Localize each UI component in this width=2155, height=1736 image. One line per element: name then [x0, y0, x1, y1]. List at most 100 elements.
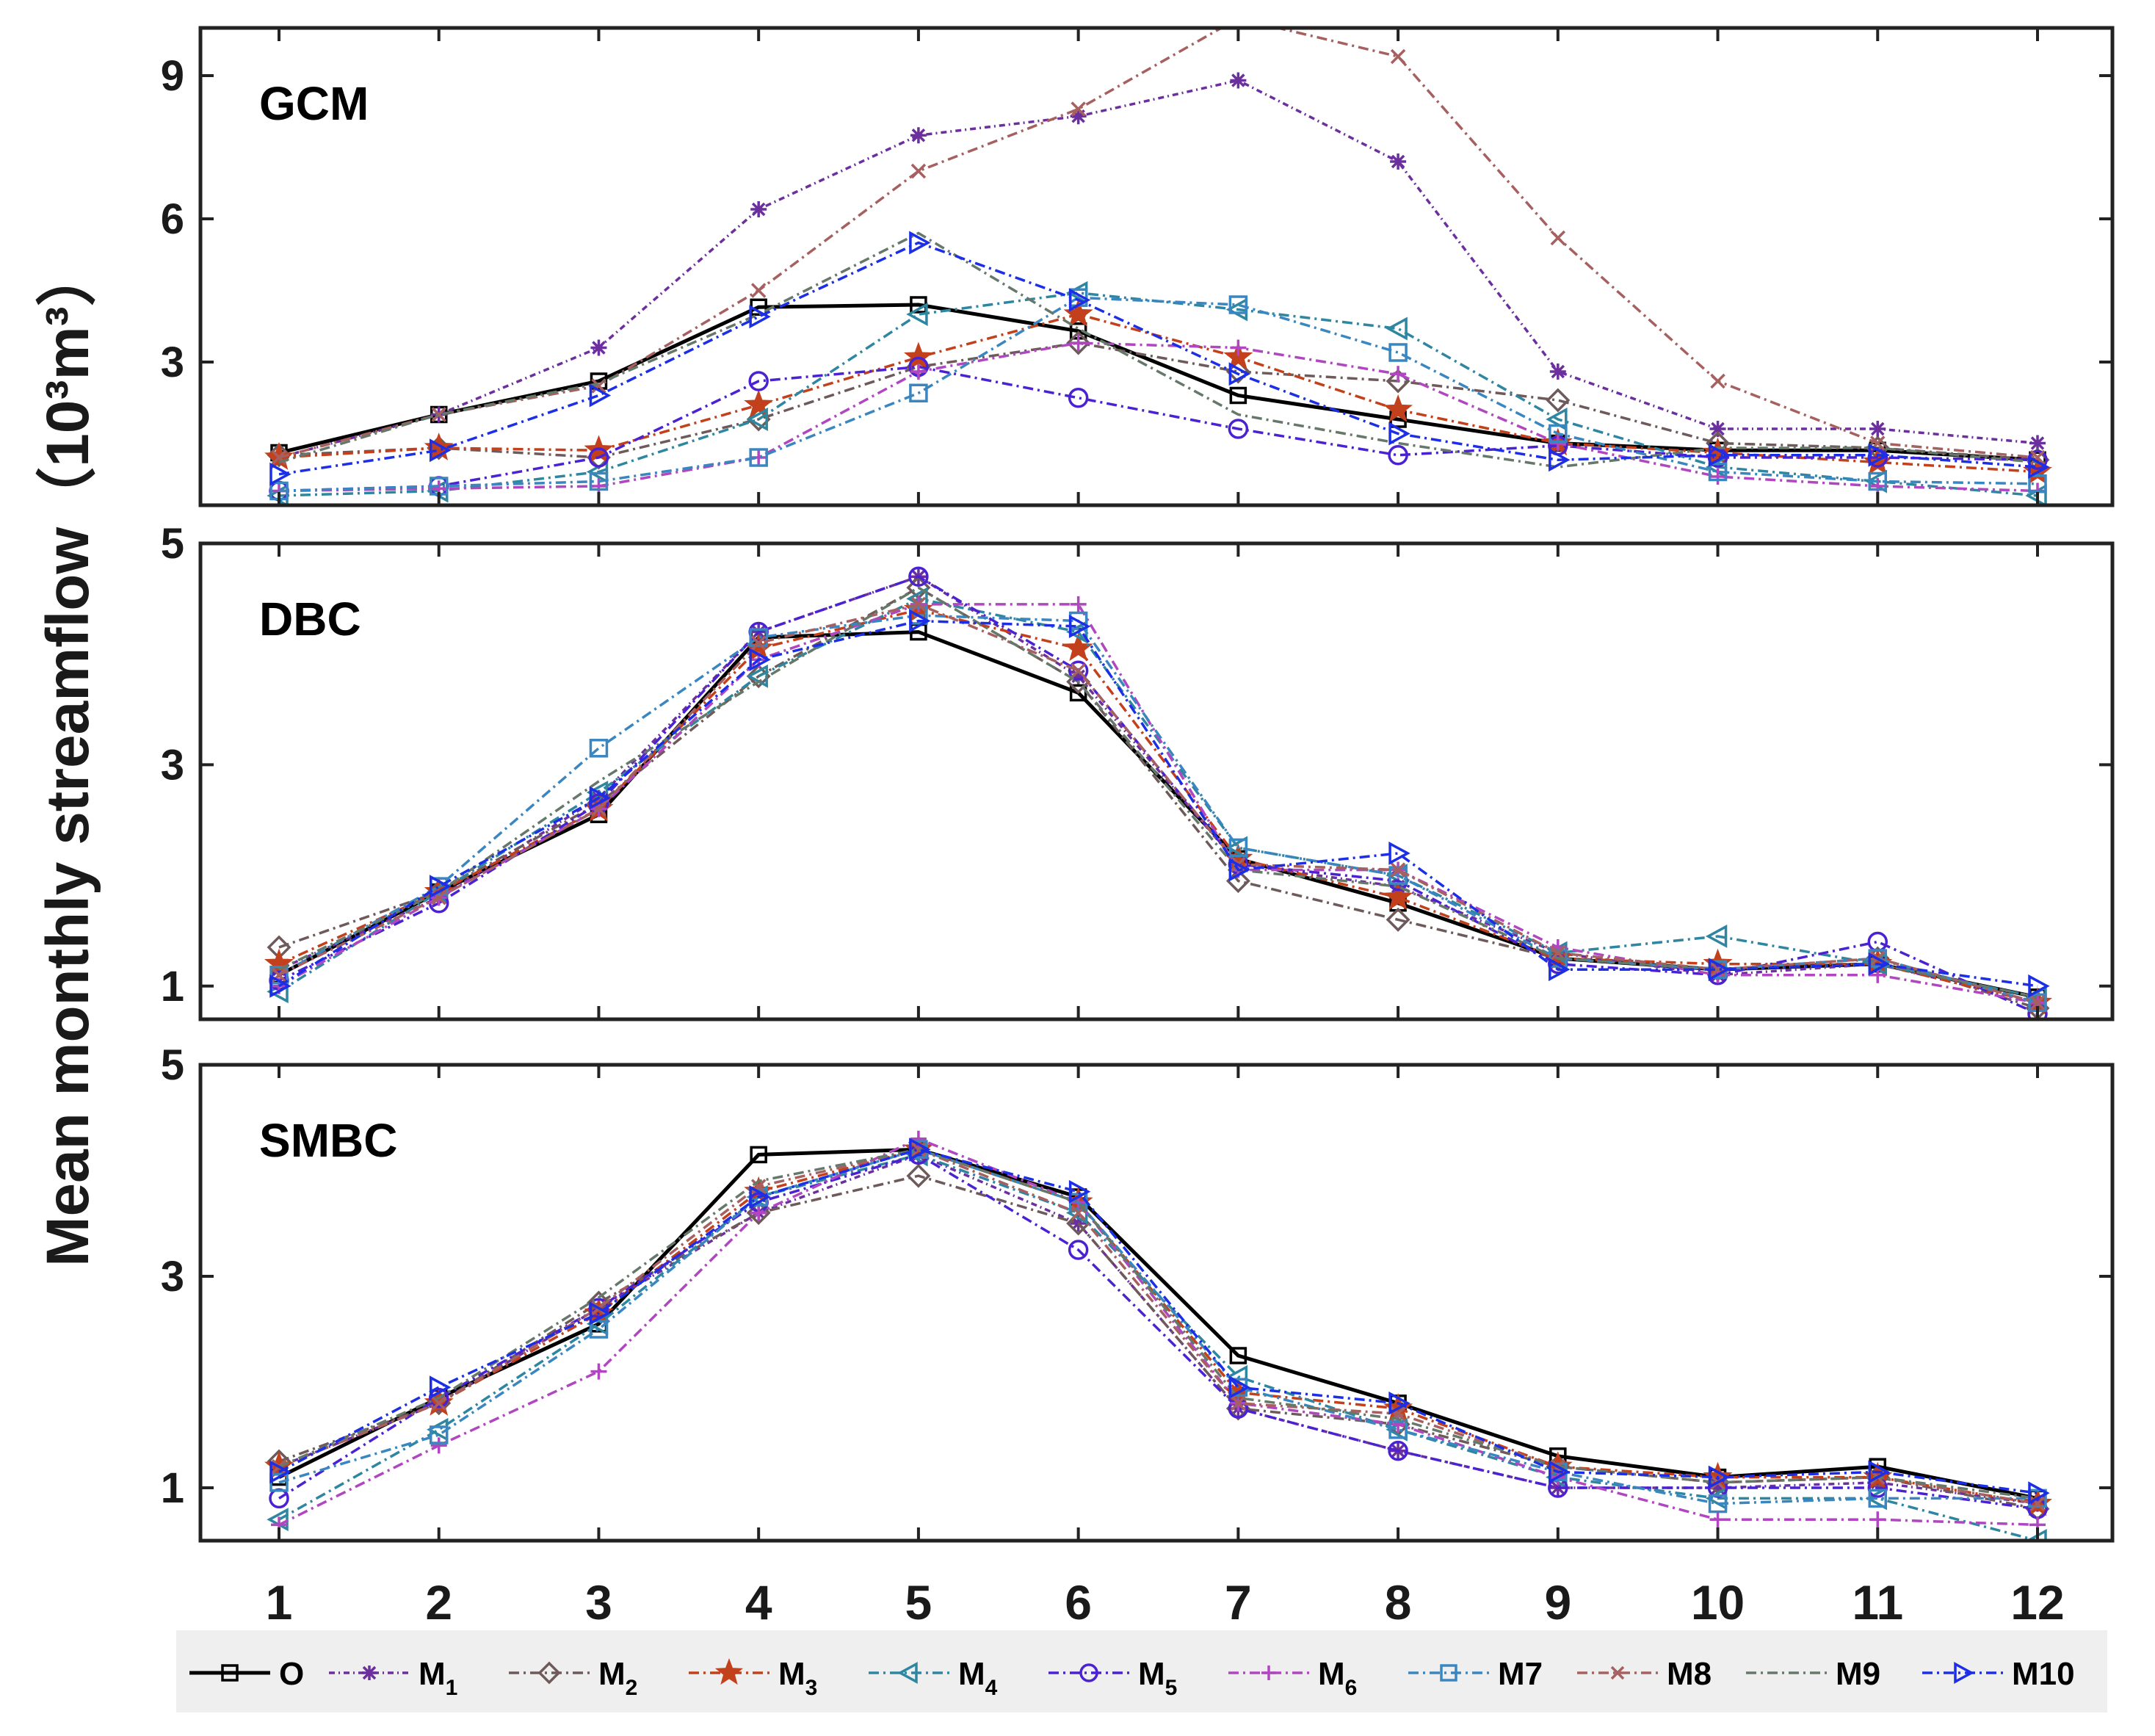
series-line-m8 — [278, 1148, 2038, 1505]
legend-background — [176, 1630, 2107, 1713]
y-axis-label: Mean monthly streamflow（10³m³） — [35, 246, 101, 1267]
y-axis-label-unit: （10³m³） — [35, 246, 101, 527]
data-point-m6 — [1390, 366, 1407, 383]
y-tick-label: 1 — [161, 963, 184, 1010]
data-point-m1 — [1070, 668, 1087, 684]
data-point-m7 — [909, 383, 928, 402]
data-point-m7 — [1388, 343, 1408, 362]
panel-title: SMBC — [259, 1114, 397, 1167]
data-point-m6 — [1709, 469, 1726, 485]
data-point-m7 — [429, 1425, 449, 1444]
data-point-m5 — [1068, 660, 1089, 681]
data-point-m2 — [1066, 330, 1091, 355]
series-o — [270, 1140, 2046, 1508]
data-point-m3 — [744, 389, 774, 418]
data-point-m3 — [1223, 341, 1253, 370]
series-m7 — [269, 606, 2047, 1013]
data-point-m10 — [1388, 842, 1410, 865]
series-m1 — [271, 72, 2046, 466]
plot-area — [264, 28, 2052, 505]
data-point-m10 — [749, 1185, 771, 1209]
data-point-m10 — [1549, 1460, 1571, 1484]
legend-marker — [362, 1666, 377, 1680]
panel-gcm: 3 6 9 GCM — [161, 26, 2115, 507]
series-line-m7 — [278, 614, 2038, 1005]
data-point-m10 — [1708, 443, 1731, 467]
legend-marker — [1954, 1662, 1974, 1684]
series-m8 — [271, 596, 2046, 1010]
data-point-m8 — [1550, 230, 1566, 246]
y-tick-label: 5 — [161, 1041, 184, 1089]
legend-entry-m4: M4 — [869, 1656, 998, 1700]
data-point-m1 — [1549, 364, 1566, 380]
data-point-m10 — [1708, 958, 1731, 982]
series-m6 — [271, 596, 2046, 1011]
data-point-m10 — [749, 648, 771, 672]
series-line-m9 — [278, 586, 2038, 999]
legend: O M1 M2 M3 M4 M5 M6 M7 M8 M9 M10 — [176, 1630, 2107, 1713]
legend-label: M8 — [1667, 1656, 1712, 1692]
data-point-m1 — [1709, 1480, 1726, 1496]
data-point-m10 — [1068, 1179, 1091, 1204]
panel-title: GCM — [259, 77, 369, 130]
series-line-o — [278, 630, 2038, 999]
series-m9 — [278, 1148, 2038, 1500]
series-line-m5 — [278, 1153, 2038, 1511]
data-point-m10 — [589, 786, 612, 810]
data-point-m10 — [909, 231, 931, 255]
x-tick-label: 2 — [425, 1575, 452, 1630]
data-point-m8 — [2029, 449, 2046, 466]
series-m5 — [269, 566, 2048, 1019]
data-point-m10 — [2028, 455, 2050, 479]
series-m10 — [269, 1138, 2050, 1505]
data-point-m8 — [431, 407, 446, 422]
series-m7 — [269, 1140, 2047, 1513]
data-point-m2 — [906, 1163, 931, 1188]
data-point-m10 — [1388, 1391, 1410, 1415]
x-tick-label: 7 — [1225, 1575, 1252, 1630]
legend-label: M3 — [778, 1656, 817, 1700]
series-line-m8 — [278, 603, 2038, 1005]
data-point-m3 — [903, 341, 933, 370]
data-point-m4 — [746, 408, 768, 431]
data-point-m10 — [1388, 422, 1410, 446]
series-line-m2 — [278, 341, 2038, 462]
data-point-m7 — [749, 448, 768, 467]
data-point-m1 — [910, 127, 927, 144]
data-point-m5 — [1388, 445, 1408, 466]
x-tick-label: 4 — [745, 1575, 772, 1630]
y-axis-label-text: Mean monthly streamflow — [35, 527, 101, 1267]
data-point-m6 — [430, 1437, 447, 1454]
legend-entry-o: O — [189, 1656, 304, 1692]
data-point-m4 — [1546, 408, 1568, 431]
legend-entry-m9: M9 — [1746, 1656, 1880, 1692]
data-point-m10 — [1068, 288, 1091, 312]
legend-label: M9 — [1836, 1656, 1880, 1692]
data-point-o — [1229, 386, 1247, 405]
series-m9 — [278, 586, 2038, 999]
series-line-m10 — [278, 1148, 2038, 1494]
y-tick-label: 3 — [161, 1253, 184, 1301]
data-point-m2 — [1546, 388, 1571, 413]
legend-marker — [897, 1662, 918, 1684]
series-line-m5 — [278, 365, 2038, 493]
data-point-m8 — [431, 1395, 446, 1411]
plot-area — [264, 1130, 2052, 1541]
legend-label: M10 — [2012, 1656, 2075, 1692]
data-point-m6 — [1549, 435, 1566, 452]
data-point-m1 — [1709, 421, 1726, 437]
data-point-m8 — [910, 596, 927, 612]
x-tick-label: 9 — [1544, 1575, 1571, 1630]
x-tick-label: 10 — [1691, 1575, 1745, 1630]
x-tick-label: 11 — [1852, 1575, 1903, 1630]
series-line-o — [278, 1147, 2038, 1500]
data-point-m8 — [1390, 862, 1406, 878]
data-point-m8 — [1710, 961, 1725, 977]
panel-frame — [198, 541, 2115, 1021]
series-m8 — [271, 28, 2046, 466]
data-point-m10 — [1228, 858, 1251, 882]
data-point-m7 — [1868, 471, 1888, 491]
panel-title: DBC — [259, 593, 361, 645]
data-point-m10 — [269, 1460, 291, 1484]
data-point-m8 — [910, 1141, 927, 1157]
